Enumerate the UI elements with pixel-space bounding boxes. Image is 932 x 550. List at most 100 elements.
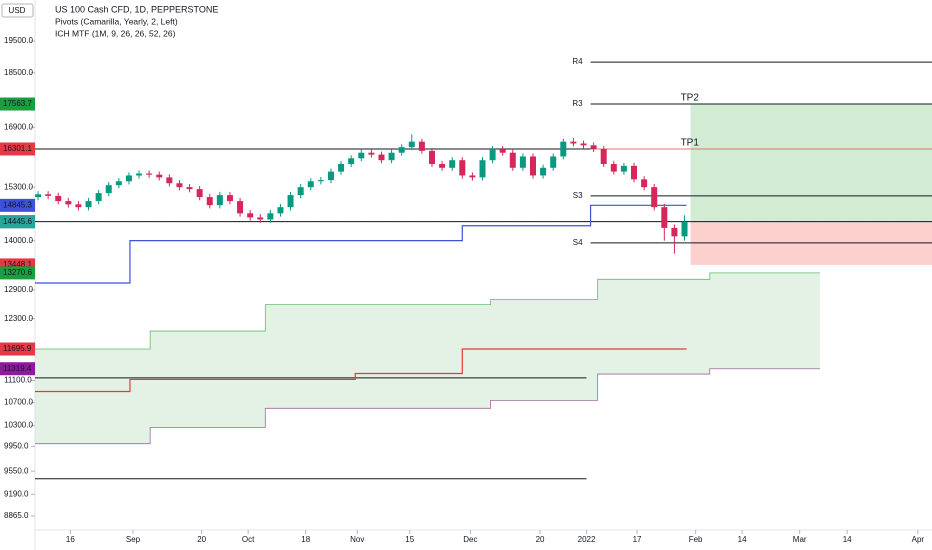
y-tick-label: 16900.0: [4, 122, 33, 131]
price-tag-label: 14445.6: [3, 217, 32, 226]
candle-body: [459, 160, 466, 176]
candle-body: [247, 213, 254, 218]
x-tick-label: Feb: [689, 535, 703, 544]
candle-body: [358, 152, 365, 159]
y-tick-label: 10700.0: [4, 398, 33, 407]
indicator-label: ICH MTF (1M, 9, 26, 26, 52, 26): [55, 28, 176, 38]
candle-body: [418, 141, 425, 151]
candle-body: [146, 173, 153, 175]
y-tick-label: 19500.0: [4, 36, 33, 45]
candle-body: [176, 183, 183, 188]
x-tick-label: 18: [301, 535, 310, 544]
price-tag-label: 13270.6: [3, 268, 32, 277]
candle-body: [671, 227, 678, 237]
candle-body: [378, 154, 385, 161]
candle-body: [560, 141, 567, 157]
candle-body: [216, 195, 223, 206]
x-tick-label: Apr: [912, 535, 925, 544]
candle-body: [267, 213, 274, 220]
x-tick-label: Sep: [126, 535, 141, 544]
candle-body: [297, 187, 304, 196]
candle-body: [681, 221, 688, 237]
candle-body: [509, 152, 516, 168]
indicator-line: [35, 368, 820, 445]
y-tick-label: 12900.0: [4, 285, 33, 294]
pivot-label: R4: [572, 57, 583, 66]
candle-body: [55, 195, 62, 202]
candle-body: [237, 201, 244, 214]
x-tick-label: 14: [843, 535, 852, 544]
pivot-label: S4: [573, 238, 583, 247]
candle-body: [570, 141, 577, 144]
candle-body: [428, 150, 435, 164]
y-tick-label: 9190.0: [4, 489, 29, 498]
candle-body: [631, 165, 638, 180]
candle-body: [136, 173, 143, 176]
profit-zone: [690, 104, 932, 222]
price-tag-label: 17563.7: [3, 99, 32, 108]
candle-body: [95, 193, 102, 202]
x-tick-label: Mar: [793, 535, 807, 544]
loss-zone: [690, 221, 932, 265]
candle-body: [540, 167, 547, 176]
candle-body: [590, 145, 597, 150]
candle-body: [479, 160, 486, 178]
y-tick-label: 11100.0: [4, 376, 32, 385]
candle-body: [125, 175, 132, 182]
price-tag-label: 11319.4: [3, 364, 32, 373]
candle-body: [449, 160, 456, 168]
candle-body: [499, 149, 506, 153]
candle-body: [529, 156, 536, 176]
x-tick-label: 14: [738, 535, 747, 544]
candle-body: [408, 141, 415, 148]
x-tick-label: 2022: [578, 535, 596, 544]
x-tick-label: Dec: [463, 535, 477, 544]
candle-body: [226, 195, 233, 202]
candle-body: [519, 156, 526, 168]
x-tick-label: 20: [536, 535, 545, 544]
candle-body: [115, 181, 122, 186]
candle-body: [85, 201, 92, 208]
candle-body: [206, 197, 213, 206]
price-tag: [0, 362, 35, 376]
candle-body: [600, 149, 607, 164]
candle-body: [368, 152, 375, 155]
y-tick-label: 9950.0: [4, 442, 29, 451]
candle-body: [580, 143, 587, 146]
price-tag: [0, 97, 35, 111]
price-tag: [0, 142, 35, 156]
pivot-label: S3: [573, 191, 583, 200]
candle-body: [550, 156, 557, 168]
indicator-label: Pivots (Camarilla, Yearly, 2, Left): [55, 16, 178, 26]
candle-body: [307, 181, 314, 188]
candle-body: [489, 149, 496, 161]
currency-box[interactable]: [1, 3, 34, 18]
candle-body: [105, 185, 112, 194]
y-tick-label: 9550.0: [4, 466, 29, 475]
indicator-line: [35, 272, 820, 350]
indicator-line: [35, 348, 687, 393]
candle-body: [348, 158, 355, 164]
x-tick-label: 16: [66, 535, 75, 544]
candle-body: [35, 194, 42, 198]
candle-body: [196, 189, 203, 198]
x-tick-label: 15: [405, 535, 414, 544]
candle-body: [651, 187, 658, 208]
price-tag-label: 16301.1: [3, 144, 32, 153]
x-tick-label: 20: [197, 535, 206, 544]
x-tick-label: Oct: [242, 535, 255, 544]
chart-title: US 100 Cash CFD, 1D, PEPPERSTONE: [55, 4, 218, 14]
candle-body: [65, 201, 72, 205]
candle-body: [661, 207, 668, 228]
price-tag-label: 14845.3: [3, 200, 32, 209]
y-tick-label: 10300.0: [4, 421, 33, 430]
y-tick-label: 15300.0: [4, 182, 33, 191]
candle-body: [338, 163, 345, 172]
candle-body: [277, 207, 284, 214]
currency: USD: [9, 6, 26, 15]
candle-body: [620, 165, 627, 172]
candle-body: [439, 163, 446, 168]
x-tick-label: Nov: [350, 535, 364, 544]
x-tick-label: 17: [633, 535, 642, 544]
